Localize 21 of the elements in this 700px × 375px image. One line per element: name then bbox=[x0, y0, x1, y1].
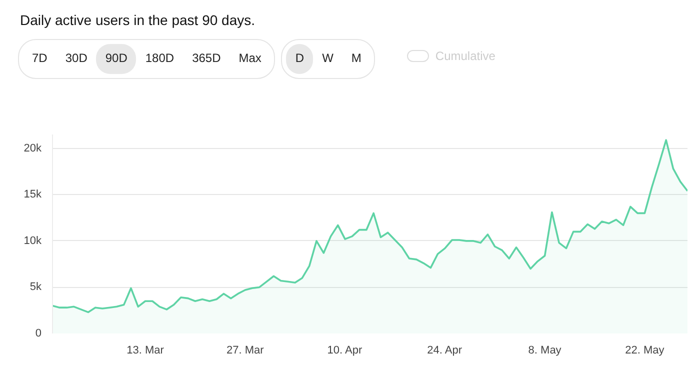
y-tick-label: 0 bbox=[35, 328, 42, 340]
chart-title: Daily active users in the past 90 days. bbox=[20, 11, 256, 30]
x-tick-label: 27. Mar bbox=[226, 344, 264, 356]
x-tick-label: 13. Mar bbox=[126, 344, 164, 356]
text: M bbox=[350, 50, 362, 68]
text: 90D bbox=[96, 44, 136, 74]
x-tick-label: 8. May bbox=[528, 344, 562, 356]
text: 365D bbox=[191, 50, 222, 68]
x-tick-label: 10. Apr bbox=[327, 344, 362, 356]
text: W bbox=[321, 50, 334, 68]
y-tick-label: 5k bbox=[30, 281, 42, 294]
x-tick-label: 22. May bbox=[625, 344, 665, 356]
y-tick-label: 20k bbox=[24, 142, 42, 154]
text: 7D bbox=[31, 50, 48, 68]
text: 180D bbox=[144, 50, 176, 68]
x-tick-label: 24. Apr bbox=[427, 344, 462, 356]
text: Max bbox=[238, 50, 262, 68]
y-tick-label: 15k bbox=[24, 188, 42, 201]
y-tick-label: 10k bbox=[24, 234, 42, 247]
text: D bbox=[286, 44, 314, 74]
text: 30D bbox=[64, 50, 88, 68]
